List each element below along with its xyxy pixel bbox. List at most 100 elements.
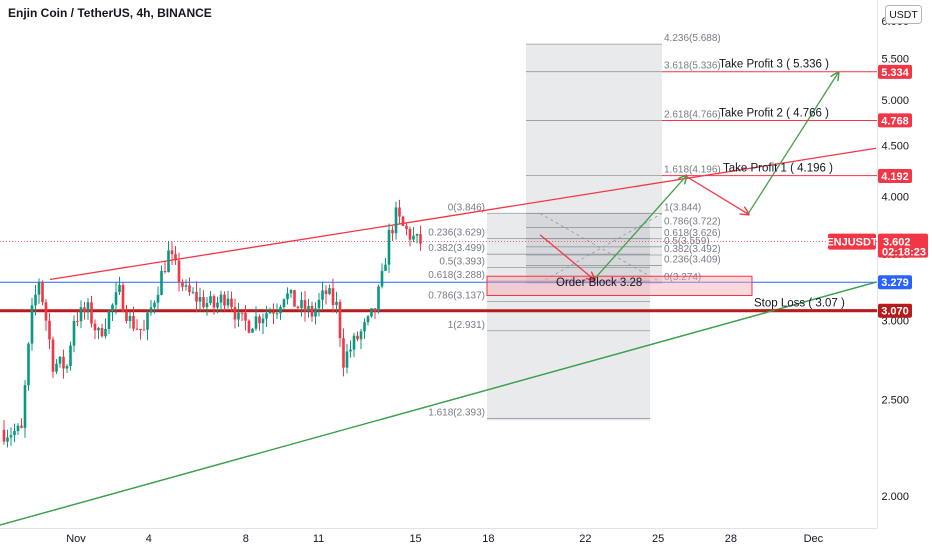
candle-body xyxy=(62,356,65,369)
candle-body xyxy=(342,338,345,368)
candle-body xyxy=(261,318,265,324)
candle-body xyxy=(202,297,205,308)
trend-lines xyxy=(0,147,877,526)
candle-body xyxy=(394,207,398,234)
candle-body xyxy=(307,305,310,312)
candle-body xyxy=(268,312,272,314)
fib-level-label: 0.236(3.629) xyxy=(428,227,485,238)
candle-body xyxy=(65,365,69,369)
upper-channel-line xyxy=(49,147,877,281)
candle-body xyxy=(254,316,258,329)
fib-level-label: 0(3.274) xyxy=(664,272,701,283)
candle-body xyxy=(34,294,37,306)
candle-body xyxy=(296,306,300,309)
fib-level-label: 1(3.844) xyxy=(664,203,701,214)
candle-body xyxy=(377,286,380,312)
candle-body xyxy=(48,320,51,340)
candle-body xyxy=(205,303,209,308)
take-profit-3-label: Take Profit 3 ( 5.336 ) xyxy=(719,59,829,71)
fib-diagonal xyxy=(539,213,663,284)
fib-box-upper xyxy=(526,44,662,283)
fib-levels: 4.236(5.688) 3.618(5.336) 2.618(4.766) 1.61… xyxy=(428,33,721,419)
candle-body xyxy=(401,216,405,226)
candle-body xyxy=(142,329,146,331)
candle-body xyxy=(125,311,128,321)
candle-body xyxy=(20,425,23,428)
candle-body xyxy=(219,294,223,303)
candle-body xyxy=(160,270,163,295)
candle-body xyxy=(100,328,104,337)
candle-body xyxy=(419,234,422,244)
currency-button[interactable]: USDT xyxy=(885,5,922,24)
candle-body xyxy=(391,229,394,234)
candle-body xyxy=(384,264,387,271)
fib-level-label: 0.382(3.499) xyxy=(428,243,485,254)
time-tick-label: 11 xyxy=(313,533,324,545)
candle-body xyxy=(146,312,149,330)
candle-body xyxy=(286,293,289,300)
fib-boxes xyxy=(487,44,663,421)
time-axis[interactable]: Nov 4 8 11 15 18 22 25 28 Dec xyxy=(66,533,823,545)
candle-body xyxy=(321,290,324,300)
candle-body xyxy=(412,235,415,240)
fib-level-label: 0.786(3.137) xyxy=(428,290,485,301)
projection-rise-2 xyxy=(747,73,838,215)
price-tag-label: 5.334 xyxy=(881,67,909,79)
candle-body xyxy=(209,296,212,304)
fib-level-label: 1(2.931) xyxy=(448,320,485,331)
take-profit-1-label: Take Profit 1 ( 4.196 ) xyxy=(723,163,833,175)
candle-body xyxy=(373,308,377,312)
candle-body xyxy=(37,281,41,295)
candle-body xyxy=(44,302,48,321)
time-tick-label: Dec xyxy=(804,533,824,545)
candle-body xyxy=(233,307,237,320)
candle-body xyxy=(23,385,27,428)
fib-level-label: 0.786(3.722) xyxy=(664,216,721,227)
candle-body xyxy=(16,425,20,431)
fib-level-label: 0.236(3.409) xyxy=(664,254,721,265)
candle-body xyxy=(6,437,9,442)
time-tick-label: 25 xyxy=(652,533,664,545)
candle-body xyxy=(79,307,83,322)
candle-body xyxy=(86,302,90,313)
price-tag xyxy=(878,113,912,128)
fib-level-label: 0(3.846) xyxy=(448,202,485,213)
candle-body xyxy=(415,234,419,236)
candle-body xyxy=(216,302,219,308)
candle-body xyxy=(370,308,373,317)
candle-body xyxy=(349,349,352,352)
candle-body xyxy=(167,250,170,273)
candle-body xyxy=(212,296,216,308)
price-tick-label: 5.000 xyxy=(881,95,909,107)
price-tag xyxy=(878,64,912,79)
order-block-label: Order Block 3.28 xyxy=(556,277,642,289)
fib-level-label: 0.618(3.288) xyxy=(428,270,485,281)
candle-body xyxy=(317,299,321,309)
candle-body xyxy=(174,254,177,261)
candle-body xyxy=(163,270,167,273)
time-tick-label: 22 xyxy=(579,533,591,545)
fib-level-label: 0.5(3.393) xyxy=(439,256,485,267)
price-tick-label: 2.000 xyxy=(881,491,909,503)
candle-body xyxy=(345,351,349,368)
candle-body xyxy=(265,313,268,319)
candle-body xyxy=(181,281,184,287)
candle-body xyxy=(132,316,135,329)
candle-body xyxy=(405,225,408,229)
candle-body xyxy=(69,345,72,366)
price-tick-label: 4.000 xyxy=(881,191,909,203)
projection-pullback xyxy=(685,175,748,214)
candle-body xyxy=(51,339,55,372)
symbol-tag xyxy=(828,233,876,250)
price-tick-label: 2.500 xyxy=(881,395,909,407)
projection-paths xyxy=(539,73,838,279)
candle-body xyxy=(289,290,293,294)
candle-body xyxy=(230,298,233,308)
candle-body xyxy=(328,288,331,294)
fib-level-label: 4.236(5.688) xyxy=(664,33,721,44)
candle-body xyxy=(30,305,34,344)
candle-body xyxy=(279,307,282,314)
price-axis[interactable]: 6.0005.5005.0004.5004.0003.5003.0002.500… xyxy=(881,16,909,503)
candle-body xyxy=(237,312,240,320)
